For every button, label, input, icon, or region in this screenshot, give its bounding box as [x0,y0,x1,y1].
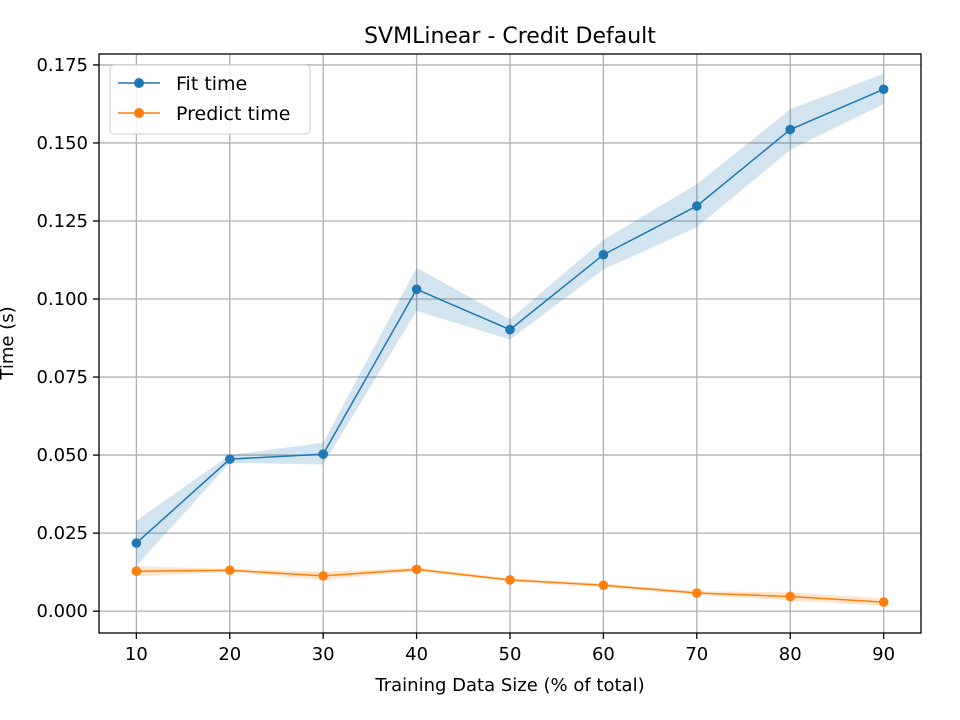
legend: Fit time Predict time [109,64,311,135]
x-tick-label: 70 [685,644,708,665]
fit-time-point [878,84,889,95]
x-tick-label: 80 [779,644,802,665]
y-tick-label: 0.100 [36,289,88,310]
predict-time-point [692,588,702,598]
predict-time-point [505,575,515,585]
legend-marker-predict-time [134,108,144,118]
chart-title: SVMLinear - Credit Default [364,24,656,49]
x-axis-ticks: 10 20 30 40 50 60 70 80 90 [125,633,895,665]
y-tick-label: 0.025 [36,523,88,544]
predict-time-point [318,571,328,581]
predict-time-point [131,566,142,576]
point-layer [131,84,889,607]
fit-time-confidence-band [136,73,884,566]
fit-time-point [785,124,796,135]
legend-label-predict-time: Predict time [176,103,290,125]
x-tick-label: 90 [872,644,895,665]
fit-time-point [505,324,515,335]
x-tick-label: 60 [592,644,615,665]
fit-time-point [224,454,235,464]
predict-time-point [224,565,235,576]
y-axis-ticks: 0.000 0.025 0.050 0.075 0.100 0.125 0.150 0.175 [36,55,99,622]
x-axis-label: Training Data Size (% of total) [374,675,644,696]
x-tick-label: 30 [312,644,335,665]
x-tick-label: 50 [499,644,522,665]
x-tick-label: 40 [405,644,428,665]
y-tick-label: 0.150 [36,133,88,154]
fit-time-point [598,249,609,260]
y-tick-label: 0.125 [36,211,88,232]
predict-time-point [878,597,889,607]
x-tick-label: 20 [218,644,241,665]
y-tick-label: 0.175 [36,55,88,76]
grid-layer [99,54,921,633]
y-tick-label: 0.050 [36,445,88,466]
fit-time-point [411,284,422,295]
predict-time-point [598,580,609,591]
predict-time-point [785,591,796,602]
y-tick-label: 0.075 [36,367,88,388]
fit-time-point [318,449,328,459]
y-axis-label: Time (s) [0,306,18,380]
x-tick-label: 10 [125,644,148,665]
predict-time-point [411,564,422,575]
fit-time-point [692,201,702,211]
y-tick-label: 0.000 [36,601,88,622]
fit-time-point [131,538,142,548]
legend-marker-fit-time [134,78,144,88]
legend-label-fit-time: Fit time [176,73,247,95]
